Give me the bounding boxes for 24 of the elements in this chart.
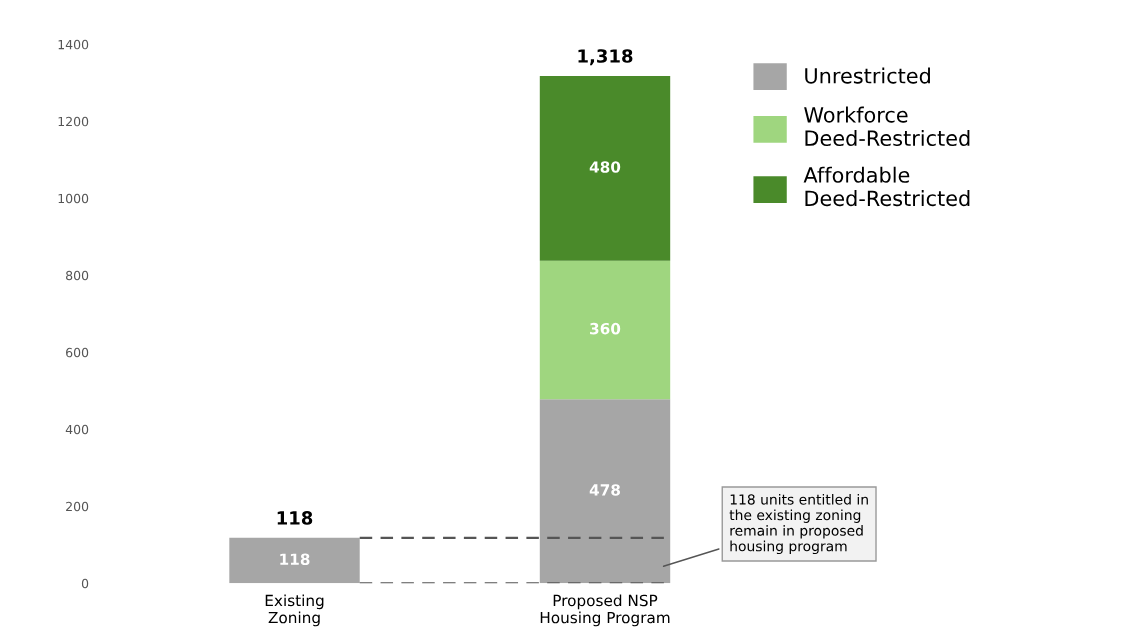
bar [539,75,671,261]
y-tick-label: 200 [66,501,89,512]
y-tick-label: 800 [66,270,89,281]
y-tick-label: 0 [81,578,89,589]
bar [539,260,671,400]
y-tick-label: 400 [65,424,89,435]
x-tick-label: Proposed NSP Housing Program [540,594,670,627]
bar [229,537,360,584]
data-label: 480 [589,161,621,173]
data-label: 118 [280,553,310,565]
x-tick-label: Existing Zoning [265,594,324,627]
legend-label: Unrestricted [805,67,930,84]
total-label: 1,318 [578,49,633,66]
y-tick-label: 600 [66,347,89,358]
legend-label: Workforce Deed-Restricted [804,106,970,147]
y-tick-label: 1200 [58,116,89,127]
data-label: 478 [589,484,620,496]
bar [539,399,671,584]
annotation: 118 units entitled in the existing zoning remain in proposed housing program [729,493,868,555]
y-tick-label: 1000 [58,193,89,204]
legend-label: Affordable Deed-Restricted [803,166,970,207]
data-label: 360 [590,322,621,335]
y-tick-label: 1400 [58,39,89,50]
total-label: 118 [277,511,313,525]
